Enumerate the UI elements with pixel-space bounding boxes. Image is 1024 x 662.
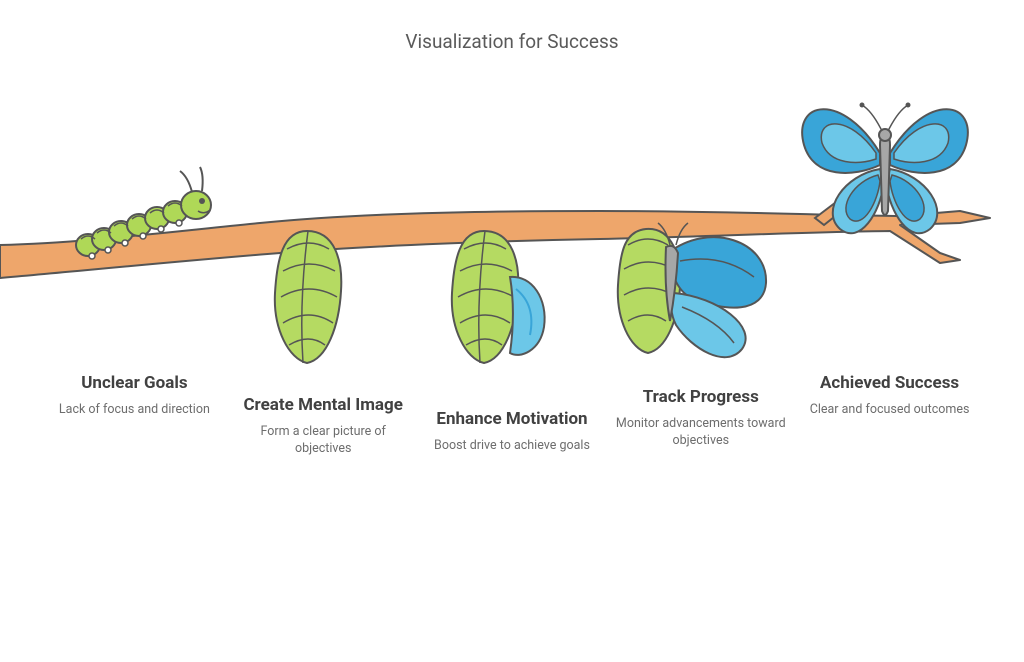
stage-subtitle: Monitor advancements toward objectives [616, 416, 786, 450]
diagram-svg [0, 53, 1024, 373]
cocoon-icon-2 [452, 231, 545, 363]
stage-track-progress: Track Progress Monitor advancements towa… [616, 387, 786, 458]
stage-subtitle: Boost drive to achieve goals [427, 438, 597, 455]
cocoon-icon-1 [275, 231, 341, 363]
emerging-butterfly-icon [618, 223, 766, 357]
stage-title: Unclear Goals [49, 373, 219, 394]
stage-achieved-success: Achieved Success Clear and focused outco… [805, 373, 975, 458]
stage-unclear-goals: Unclear Goals Lack of focus and directio… [49, 373, 219, 458]
stage-create-mental-image: Create Mental Image Form a clear picture… [238, 395, 408, 458]
page-title: Visualization for Success [0, 30, 1024, 53]
stage-title: Enhance Motivation [427, 409, 597, 430]
metamorphosis-diagram [0, 53, 1024, 373]
stages-row: Unclear Goals Lack of focus and directio… [0, 373, 1024, 458]
stage-title: Track Progress [616, 387, 786, 408]
stage-subtitle: Form a clear picture of objectives [238, 424, 408, 458]
stage-subtitle: Clear and focused outcomes [805, 402, 975, 419]
stage-title: Create Mental Image [238, 395, 408, 416]
stage-subtitle: Lack of focus and direction [49, 402, 219, 419]
stage-title: Achieved Success [805, 373, 975, 394]
stage-enhance-motivation: Enhance Motivation Boost drive to achiev… [427, 409, 597, 458]
